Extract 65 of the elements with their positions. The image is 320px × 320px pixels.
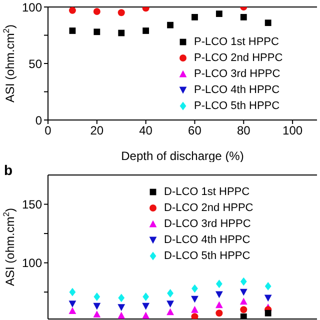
point [69, 288, 76, 296]
point [94, 292, 100, 301]
legend-label: P-LCO 4th HPPC [194, 83, 280, 98]
point [216, 10, 222, 17]
point [118, 312, 126, 319]
legend-label: P-LCO 3rd HPPC [194, 67, 280, 82]
point [240, 313, 247, 319]
y-tick-label: 100 [22, 0, 42, 14]
point [118, 294, 125, 302]
point [142, 302, 150, 310]
point [264, 294, 272, 302]
point [118, 304, 126, 311]
point [93, 310, 101, 318]
legend-label: P-LCO 1st HPPC [194, 35, 279, 50]
point [93, 302, 101, 310]
point [264, 282, 272, 290]
point [191, 313, 198, 319]
point [69, 28, 76, 34]
point [68, 300, 76, 308]
point [240, 14, 247, 20]
point [68, 7, 76, 14]
legend-label: P-LCO 5th HPPC [194, 99, 280, 114]
point [191, 296, 198, 303]
y-tick-label: 150 [22, 198, 42, 212]
point [215, 291, 223, 298]
point [264, 310, 272, 316]
point [142, 292, 150, 301]
point [142, 28, 150, 34]
legend-label: D-LCO 5th HPPC [164, 249, 250, 264]
chart-title: b [4, 162, 13, 178]
point [240, 298, 248, 305]
point [94, 28, 100, 36]
legend-label: D-LCO 4th HPPC [164, 233, 250, 248]
point [216, 310, 223, 317]
legend-label: P-LCO 2nd HPPC [194, 51, 283, 66]
point [118, 9, 125, 16]
point [167, 22, 174, 28]
point [191, 306, 198, 313]
point [215, 301, 223, 308]
y-tick-label: 0 [35, 113, 42, 128]
point [240, 306, 248, 314]
point [192, 284, 198, 293]
x-tick-label: 0 [44, 124, 52, 138]
legend-label: D-LCO 1st HPPC [164, 185, 250, 200]
point [240, 288, 248, 296]
point [167, 289, 174, 298]
point [264, 20, 272, 26]
x-tick-label: 100 [282, 124, 303, 138]
legend-label: D-LCO 3rd HPPC [164, 217, 251, 232]
legend-label: D-LCO 2nd HPPC [164, 201, 254, 216]
point [240, 277, 247, 286]
x-tick-label: 40 [139, 124, 153, 138]
point [216, 280, 222, 288]
y-tick-label: 50 [28, 56, 42, 71]
point [93, 8, 100, 16]
point [68, 307, 76, 314]
point [118, 30, 125, 36]
x-tick-label: 80 [236, 124, 251, 138]
y-tick-label: 100 [22, 256, 42, 270]
point [166, 308, 174, 316]
point [142, 312, 150, 319]
x-tick-label: 60 [188, 124, 202, 138]
point [192, 14, 198, 20]
x-tick-label: 20 [90, 124, 104, 138]
point [166, 300, 174, 308]
